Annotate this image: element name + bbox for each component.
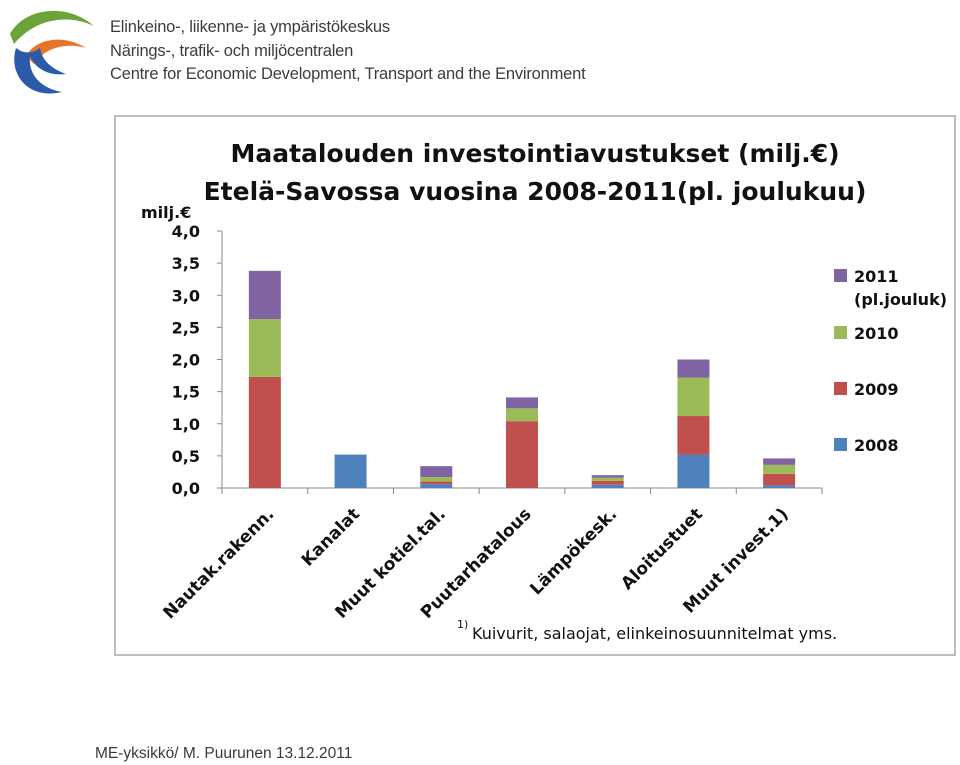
y-tick-label: 0,0 (172, 479, 200, 498)
y-tick-label: 3,5 (172, 254, 200, 273)
legend-label-2011: (pl.jouluk) (854, 290, 947, 309)
org-name-english: Centre for Economic Development, Transpo… (110, 65, 586, 83)
legend-label-2011: 2011 (854, 267, 899, 286)
bar-segment-2011 (248, 270, 281, 320)
y-tick-label: 4,0 (172, 222, 200, 241)
logo-blue-shape (14, 48, 66, 94)
legend-label-2009: 2009 (854, 380, 899, 399)
bar-segment-2010 (420, 477, 453, 482)
y-axis-unit-label: milj.€ (141, 203, 191, 222)
org-name-finnish: Elinkeino-, liikenne- ja ympäristökeskus (110, 18, 390, 36)
bar-segment-2009 (248, 376, 281, 488)
x-category-label: Nautak.rakenn. (160, 504, 279, 623)
bar-segment-2009 (420, 481, 453, 485)
logo-orange-swoosh (26, 39, 86, 64)
footnote-text: Kuivurit, salaojat, elinkeinosuunnitelma… (472, 624, 837, 643)
chart-title-line-1: Maatalouden investointiavustukset (milj.… (230, 139, 839, 168)
bar-segment-2010 (763, 464, 796, 474)
ely-logo (10, 10, 94, 94)
y-tick-label: 2,0 (172, 351, 200, 370)
legend-swatch-2008 (834, 438, 847, 451)
org-name-swedish: Närings-, trafik- och miljöcentralen (110, 42, 354, 60)
bar-segment-2009 (506, 421, 538, 488)
bar-segment-2011 (677, 359, 710, 378)
bar-segment-2009 (591, 480, 624, 485)
x-category-label: Kanalat (298, 504, 364, 570)
bar-segment-2008 (334, 454, 367, 488)
bar-segment-2010 (506, 408, 538, 422)
chart-title-line-2: Etelä-Savossa vuosina 2008-2011(pl. joul… (204, 177, 867, 206)
stacked-bar-chart: Maatalouden investointiavustukset (milj.… (141, 139, 947, 643)
bar-segment-2011 (763, 458, 796, 465)
footnote-marker: 1) (457, 618, 468, 631)
legend-label-2010: 2010 (854, 324, 899, 343)
bar-segment-2008 (591, 484, 624, 488)
bar-segment-2009 (763, 473, 796, 486)
bar-segment-2010 (248, 319, 281, 377)
legend-swatch-2009 (834, 382, 847, 395)
x-category-label: Aloitustuet (617, 504, 707, 594)
y-tick-label: 3,0 (172, 286, 200, 305)
y-tick-label: 1,5 (172, 383, 200, 402)
legend-swatch-2010 (834, 326, 847, 339)
bar-segment-2008 (677, 454, 710, 488)
bar-segment-2011 (420, 466, 453, 478)
bar-segment-2008 (763, 485, 796, 488)
bar-segment-2011 (506, 397, 538, 409)
chart-frame: Maatalouden investointiavustukset (milj.… (114, 115, 956, 656)
footer-credit: ME-yksikkö/ M. Puurunen 13.12.2011 (95, 745, 353, 762)
legend-swatch-2011 (834, 269, 847, 282)
x-category-label: Lämpökesk. (526, 504, 621, 599)
y-tick-label: 1,0 (172, 415, 200, 434)
bar-segment-2010 (591, 477, 624, 481)
bar-segment-2009 (677, 416, 710, 455)
y-tick-label: 2,5 (172, 318, 200, 337)
legend-label-2008: 2008 (854, 436, 899, 455)
bar-segment-2011 (591, 475, 624, 478)
y-tick-label: 0,5 (172, 447, 200, 466)
logo-green-swoosh (10, 10, 94, 44)
bar-segment-2008 (420, 484, 453, 488)
bar-segment-2010 (677, 377, 710, 417)
